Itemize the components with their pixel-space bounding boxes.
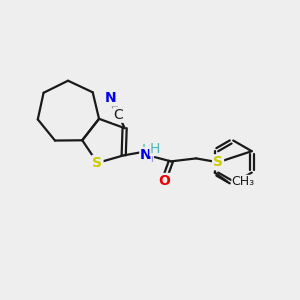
Text: S: S [92, 156, 103, 170]
Text: H: H [150, 142, 160, 156]
Text: N: N [141, 152, 153, 165]
Text: CH₃: CH₃ [232, 175, 255, 188]
Text: C: C [113, 108, 123, 122]
Text: O: O [158, 174, 170, 188]
Text: N: N [140, 148, 152, 161]
Text: H: H [142, 143, 152, 158]
Text: N: N [105, 92, 117, 106]
Text: S: S [213, 155, 223, 169]
